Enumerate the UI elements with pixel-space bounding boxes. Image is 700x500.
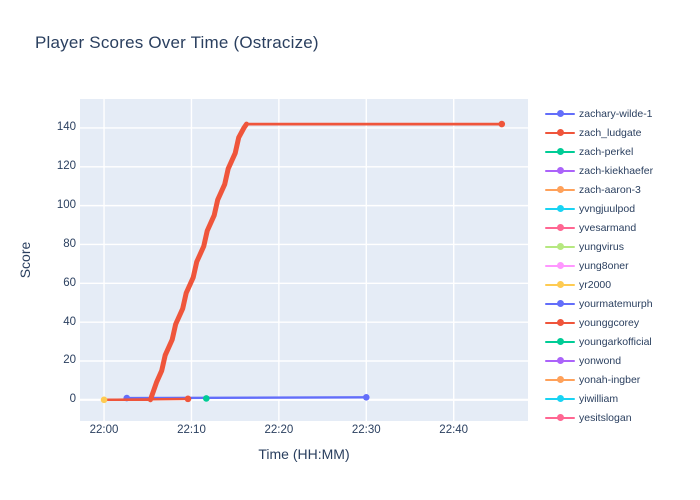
legend-line-dot-icon — [545, 128, 575, 138]
legend-label: yvngjuulpod — [579, 202, 636, 215]
legend-item-zach-aaron-3[interactable]: zach-aaron-3 — [545, 180, 695, 199]
legend-label: yvesarmand — [579, 221, 637, 234]
legend-line-dot-icon — [545, 109, 575, 119]
series-marker-zach-perkel[interactable] — [203, 395, 210, 402]
legend-label: yiwilliam — [579, 392, 619, 405]
legend-item-zachary-wilde-1[interactable]: zachary-wilde-1 — [545, 104, 695, 123]
legend-item-yesitslogan[interactable]: yesitslogan — [545, 408, 695, 423]
legend-line-dot-icon — [545, 223, 575, 233]
legend-label: yourmatemurph — [579, 297, 653, 310]
series-marker-younggcorey[interactable] — [184, 395, 192, 403]
legend-label: yung8oner — [579, 259, 629, 272]
plot-area[interactable] — [80, 99, 528, 421]
legend-label: yr2000 — [579, 278, 612, 291]
x-tick-label: 22:40 — [439, 424, 469, 436]
legend-item-yourmatemurph[interactable]: yourmatemurph — [545, 294, 695, 313]
chart-title: Player Scores Over Time (Ostracize) — [35, 33, 319, 52]
y-tick-label: 140 — [56, 121, 76, 134]
legend-line-dot-icon — [545, 356, 575, 366]
legend-line-dot-icon — [545, 242, 575, 252]
legend-item-younggcorey[interactable]: younggcorey — [545, 313, 695, 332]
legend-label: zach-perkel — [579, 145, 634, 158]
plot-canvas[interactable] — [80, 99, 528, 421]
x-tick-label: 22:30 — [351, 424, 381, 436]
legend-item-youngarkofficial[interactable]: youngarkofficial — [545, 332, 695, 351]
legend-label: zach-aaron-3 — [579, 183, 641, 196]
series-line-zach_ludgate[interactable] — [147, 121, 249, 403]
legend-line-dot-icon — [545, 318, 575, 328]
legend-item-yr2000[interactable]: yr2000 — [545, 275, 695, 294]
legend-label: youngarkofficial — [579, 335, 652, 348]
legend-item-yonah-ingber[interactable]: yonah-ingber — [545, 370, 695, 389]
legend-item-yonwond[interactable]: yonwond — [545, 351, 695, 370]
legend-label: yonah-ingber — [579, 373, 641, 386]
legend-label: zachary-wilde-1 — [579, 107, 653, 120]
legend-item-yung8oner[interactable]: yung8oner — [545, 256, 695, 275]
legend-line-dot-icon — [545, 375, 575, 385]
y-tick-label: 60 — [63, 276, 76, 289]
legend-label: yesitslogan — [579, 411, 632, 424]
legend-line-dot-icon — [545, 261, 575, 271]
y-tick-label: 100 — [56, 199, 76, 212]
legend-item-yungvirus[interactable]: yungvirus — [545, 237, 695, 256]
legend-line-dot-icon — [545, 280, 575, 290]
x-tick-label: 22:00 — [89, 424, 119, 436]
legend-item-zach-perkel[interactable]: zach-perkel — [545, 142, 695, 161]
y-tick-label: 120 — [56, 160, 76, 173]
plot-background — [80, 99, 528, 421]
y-tick-label: 20 — [63, 354, 76, 367]
legend-line-dot-icon — [545, 147, 575, 157]
legend-item-yvesarmand[interactable]: yvesarmand — [545, 218, 695, 237]
legend-label: zach-kiekhaefer — [579, 164, 654, 177]
legend-item-yvngjuulpod[interactable]: yvngjuulpod — [545, 199, 695, 218]
x-tick-label: 22:20 — [264, 424, 294, 436]
legend-item-zach_ludgate[interactable]: zach_ludgate — [545, 123, 695, 142]
series-marker-zach_ludgate[interactable] — [498, 120, 506, 128]
legend-line-dot-icon — [545, 166, 575, 176]
legend-line-dot-icon — [545, 204, 575, 214]
series-line-younggcorey[interactable] — [102, 397, 190, 401]
legend-item-zach-kiekhaefer[interactable]: zach-kiekhaefer — [545, 161, 695, 180]
legend-line-dot-icon — [545, 413, 575, 423]
y-tick-label: 0 — [69, 393, 76, 406]
legend-line-dot-icon — [545, 394, 575, 404]
legend-label: zach_ludgate — [579, 126, 642, 139]
y-axis-title: Score — [17, 241, 33, 279]
legend-line-dot-icon — [545, 337, 575, 347]
legend-line-dot-icon — [545, 185, 575, 195]
legend-item-yiwilliam[interactable]: yiwilliam — [545, 389, 695, 408]
legend: zachary-wilde-1 zach_ludgate zach-perkel za… — [545, 104, 695, 423]
series-marker-zachary-wilde-1[interactable] — [362, 394, 370, 401]
legend-line-dot-icon — [545, 299, 575, 309]
y-tick-label: 80 — [63, 237, 76, 250]
legend-label: yungvirus — [579, 240, 624, 253]
legend-label: younggcorey — [579, 316, 640, 329]
series-marker-yr2000[interactable] — [100, 396, 108, 404]
legend-label: yonwond — [579, 354, 622, 367]
x-axis-title: Time (HH:MM) — [258, 446, 350, 462]
x-tick-label: 22:10 — [177, 424, 206, 436]
y-tick-label: 40 — [63, 315, 76, 328]
